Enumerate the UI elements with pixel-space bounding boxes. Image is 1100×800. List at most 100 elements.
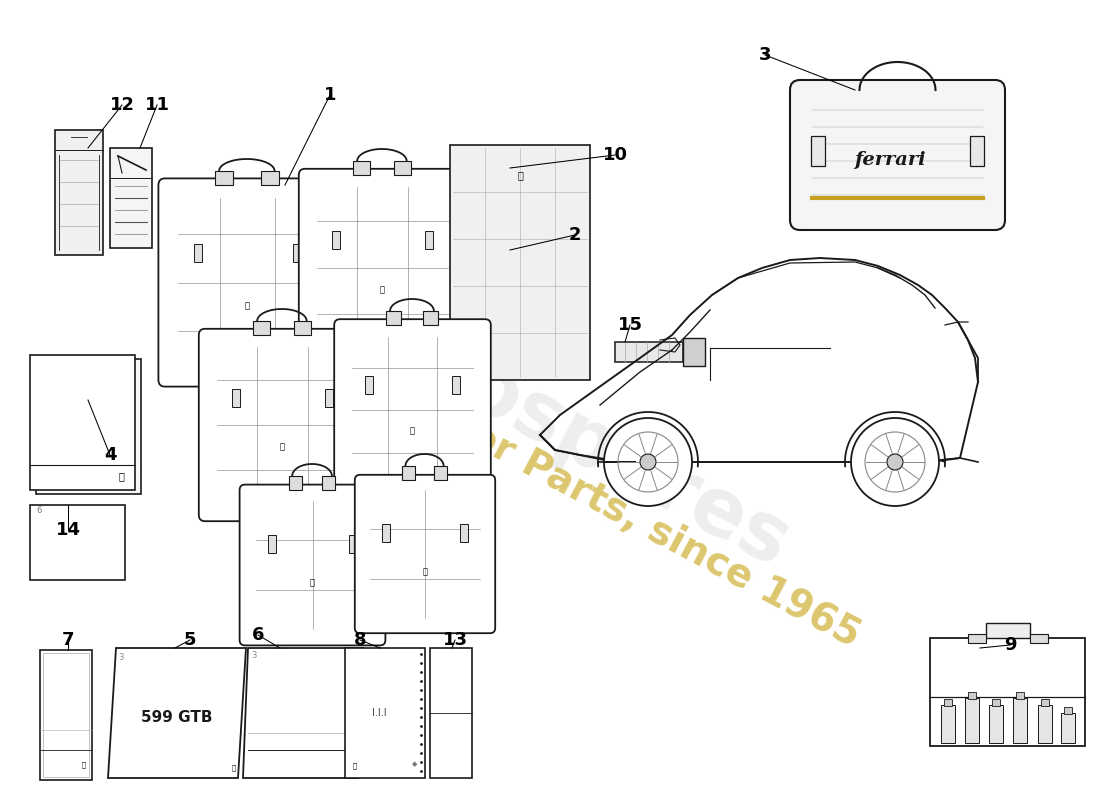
Bar [970, 135, 985, 166]
Bar [811, 135, 825, 166]
Bar [386, 311, 402, 325]
Circle shape [887, 454, 903, 470]
Bar [930, 638, 1085, 746]
Bar [434, 466, 447, 480]
Text: 🐎: 🐎 [118, 471, 124, 481]
Circle shape [851, 418, 939, 506]
FancyBboxPatch shape [355, 475, 495, 634]
Bar [940, 705, 955, 743]
FancyBboxPatch shape [334, 319, 491, 501]
Bar [232, 389, 240, 407]
Bar [30, 355, 135, 490]
Bar [1013, 698, 1027, 743]
Bar [425, 230, 433, 249]
Polygon shape [108, 648, 246, 778]
Text: 4: 4 [103, 446, 117, 464]
Text: 11: 11 [144, 96, 169, 114]
Text: 🐎: 🐎 [310, 578, 315, 587]
Bar [253, 321, 270, 335]
Bar [992, 699, 1000, 706]
Bar [214, 171, 233, 185]
Text: I.I.I: I.I.I [372, 708, 386, 718]
Bar [986, 623, 1030, 638]
Bar [965, 698, 979, 743]
Bar [394, 161, 410, 175]
Bar [1016, 692, 1024, 699]
Circle shape [604, 418, 692, 506]
Bar [110, 148, 152, 248]
Bar [293, 243, 301, 262]
Text: ◆: ◆ [412, 761, 418, 767]
Text: 5: 5 [184, 631, 196, 649]
Bar [403, 466, 415, 480]
Bar [36, 359, 141, 494]
Bar [615, 342, 683, 362]
Text: 3: 3 [251, 651, 256, 660]
Text: 1: 1 [323, 86, 337, 104]
Text: 9: 9 [1003, 636, 1016, 654]
Bar [683, 338, 705, 366]
Text: 6: 6 [252, 626, 264, 644]
Text: ferrari: ferrari [854, 151, 925, 169]
Bar [1062, 713, 1075, 743]
Bar [989, 705, 1003, 743]
Bar [422, 311, 438, 325]
Bar [345, 648, 425, 778]
Text: eurospares: eurospares [317, 276, 803, 584]
Text: 🐎: 🐎 [245, 302, 250, 310]
Bar [968, 692, 976, 699]
Bar [332, 230, 340, 249]
Bar [382, 525, 390, 542]
FancyBboxPatch shape [790, 80, 1005, 230]
Bar [349, 535, 358, 553]
Bar [268, 535, 276, 553]
Bar [40, 650, 92, 780]
Text: 14: 14 [55, 521, 80, 539]
Bar [353, 161, 370, 175]
Text: 6: 6 [36, 506, 42, 515]
Bar [30, 505, 125, 580]
Text: 🐎: 🐎 [379, 286, 385, 294]
Polygon shape [243, 648, 363, 778]
Bar [365, 376, 373, 394]
Bar [430, 648, 472, 778]
Text: 13: 13 [442, 631, 468, 649]
Bar [322, 476, 335, 490]
Bar [295, 321, 311, 335]
Bar [1064, 707, 1072, 714]
Text: 599 GTB: 599 GTB [141, 710, 212, 726]
Text: 8: 8 [354, 631, 366, 649]
Bar [944, 699, 952, 706]
Bar [1041, 699, 1049, 706]
Text: 15: 15 [617, 316, 642, 334]
FancyBboxPatch shape [158, 178, 337, 386]
Text: 🐎: 🐎 [232, 765, 236, 771]
Text: a passion for Parts, since 1965: a passion for Parts, since 1965 [253, 305, 867, 655]
Bar [968, 634, 986, 643]
Bar [1030, 634, 1047, 643]
Bar [55, 130, 103, 255]
Text: 🐎: 🐎 [517, 170, 522, 180]
FancyBboxPatch shape [299, 169, 466, 366]
Text: 2: 2 [569, 226, 581, 244]
Text: 🐎: 🐎 [280, 442, 285, 451]
Bar [1038, 705, 1052, 743]
Text: 12: 12 [110, 96, 134, 114]
Bar [452, 376, 460, 394]
Text: 🐎: 🐎 [353, 762, 358, 770]
Circle shape [640, 454, 656, 470]
Text: 3: 3 [759, 46, 771, 64]
Text: 🐎: 🐎 [81, 762, 86, 768]
Text: 7: 7 [62, 631, 75, 649]
FancyBboxPatch shape [199, 329, 366, 522]
Text: 🐎: 🐎 [410, 426, 415, 435]
Text: 10: 10 [603, 146, 627, 164]
Text: 3: 3 [118, 653, 123, 662]
Bar [43, 653, 89, 777]
Bar [450, 145, 590, 380]
Bar [289, 476, 302, 490]
Bar [460, 525, 467, 542]
Bar [324, 389, 333, 407]
Bar [194, 243, 202, 262]
Bar [261, 171, 279, 185]
